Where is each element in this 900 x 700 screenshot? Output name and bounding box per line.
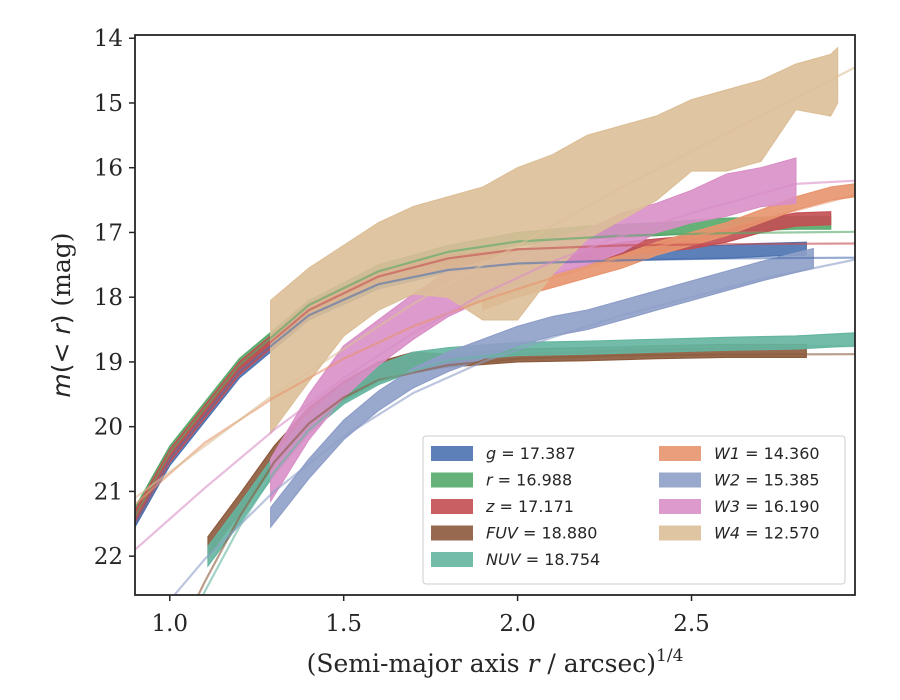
y-tick-label: 16 <box>94 156 123 182</box>
y-tick-label: 18 <box>94 285 123 311</box>
legend-swatch-w2 <box>659 472 701 488</box>
plot-frame <box>134 34 856 596</box>
fit-fuv <box>197 353 855 595</box>
legend-swatch-fuv <box>431 525 473 541</box>
y-tick-label: 19 <box>94 350 123 376</box>
x-tick-label: 2.0 <box>499 611 536 637</box>
fit-g <box>135 256 855 525</box>
legend-label-g: g = 17.387 <box>486 444 576 463</box>
legend-swatch-w4 <box>659 525 701 541</box>
x-axis-label: (Semi-major axis r / arcsec)1/4 <box>307 646 684 678</box>
legend-swatch-nuv <box>431 552 473 567</box>
legend-label-w4: W4 = 12.570 <box>714 524 820 543</box>
legend-label-w2: W2 = 15.385 <box>714 471 820 490</box>
legend-label-z: z = 17.171 <box>485 497 574 516</box>
legend-swatch-z <box>431 499 473 514</box>
legend-swatch-w1 <box>659 446 701 461</box>
fit-nuv <box>201 345 855 595</box>
x-axis-ticks: 1.0 1.5 2.0 2.5 <box>151 595 710 637</box>
legend-label-nuv: NUV = 18.754 <box>486 550 600 569</box>
x-tick-label: 1.0 <box>151 611 188 637</box>
legend-label-w3: W3 = 16.190 <box>714 497 820 516</box>
y-tick-label: 17 <box>94 220 123 246</box>
y-axis-label: m(< r) (mag) <box>47 232 76 397</box>
legend-label-fuv: FUV = 18.880 <box>486 524 597 543</box>
y-tick-label: 20 <box>94 415 123 441</box>
fit-w2 <box>172 258 855 595</box>
y-axis-ticks: 14 15 16 17 18 19 20 21 22 <box>94 26 135 570</box>
x-tick-label: 2.5 <box>673 611 710 637</box>
y-tick-label: 15 <box>94 91 123 117</box>
legend: g = 17.387 r = 16.988 z = 17.171 FUV = 18.8… <box>422 435 846 585</box>
x-tick-label: 1.5 <box>325 611 362 637</box>
fit-curves <box>135 66 855 595</box>
fit-w3 <box>135 179 855 551</box>
y-tick-label: 14 <box>94 26 123 52</box>
fit-z <box>135 242 855 522</box>
legend-swatch-r <box>431 472 473 488</box>
y-tick-label: 21 <box>94 479 123 505</box>
y-tick-label: 22 <box>94 544 123 570</box>
legend-label-w1: W1 = 14.360 <box>714 444 820 463</box>
fit-r <box>135 230 855 518</box>
legend-label-r: r = 16.988 <box>486 471 572 490</box>
band-w2 <box>270 247 814 529</box>
legend-swatch-w3 <box>659 499 701 514</box>
fit-w4 <box>135 66 855 499</box>
legend-box <box>422 435 846 585</box>
legend-swatch-g <box>431 446 473 461</box>
